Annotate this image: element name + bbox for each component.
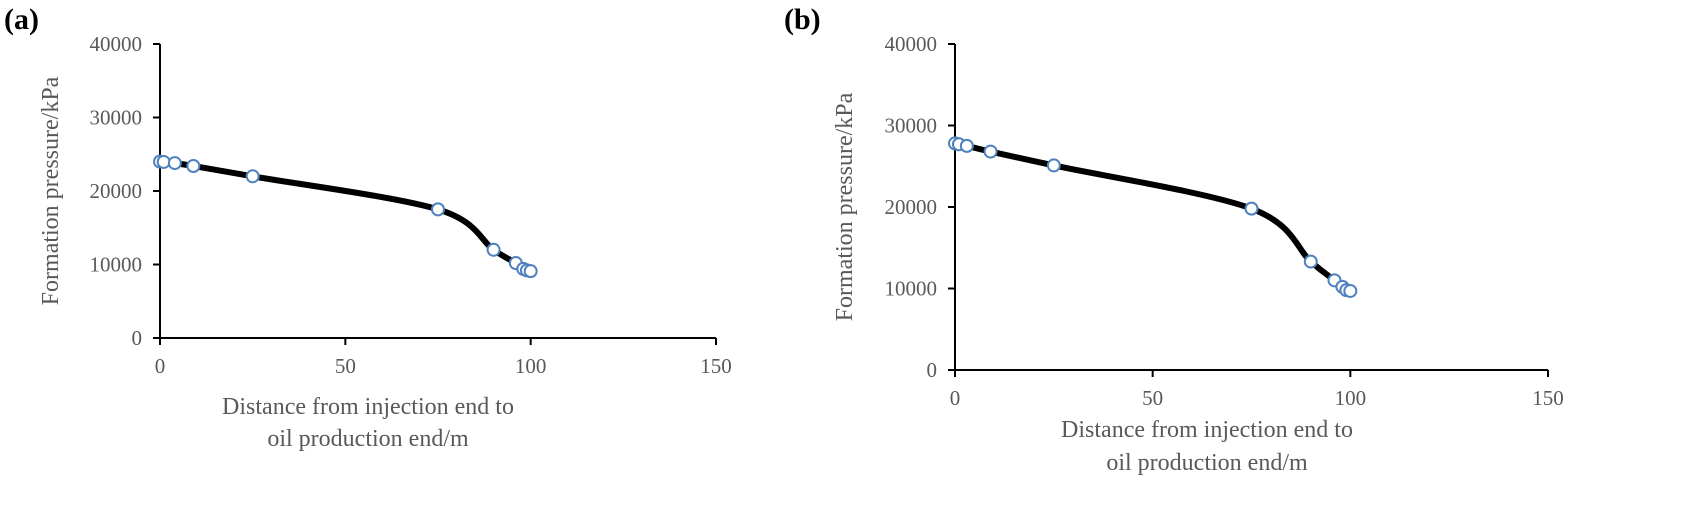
x-tick-label: 0 — [950, 386, 961, 410]
data-point — [523, 264, 538, 279]
x-axis-title-line-1: Distance from injection end to — [222, 394, 514, 420]
data-point — [186, 159, 201, 174]
y-tick-label: 40000 — [90, 32, 143, 56]
panel-label: (b) — [784, 3, 821, 36]
data-point — [1303, 254, 1318, 269]
x-tick-label: 50 — [335, 354, 356, 378]
y-tick-label: 20000 — [90, 179, 143, 203]
data-point — [486, 242, 501, 257]
y-tick-label: 10000 — [90, 253, 143, 277]
y-tick-label: 30000 — [885, 114, 938, 138]
y-axis-title: Formation pressure/kPa — [832, 92, 858, 321]
data-point — [156, 154, 171, 169]
x-tick-label: 100 — [1335, 386, 1367, 410]
x-axis-title-line-2: oil production end/m — [1106, 450, 1308, 476]
panel-label: (a) — [4, 3, 39, 36]
data-point — [1343, 283, 1358, 298]
data-point — [983, 144, 998, 159]
data-point — [1046, 158, 1061, 173]
x-tick-label: 150 — [1532, 386, 1564, 410]
data-point — [431, 202, 445, 217]
y-tick-label: 30000 — [90, 106, 143, 130]
chart-panel-b: (b) 0 10000 20000 30000 40000 0 50 100 150 Formati… — [784, 3, 1564, 476]
x-tick-label: 150 — [700, 354, 732, 378]
y-tick-label: 40000 — [885, 32, 938, 56]
data-point — [167, 156, 182, 171]
chart-panel-a: (a) 0 10000 20000 30000 40000 0 50 100 150 Formati… — [4, 3, 732, 452]
series-line — [157, 158, 534, 275]
x-tick-label: 100 — [515, 354, 547, 378]
x-axis-title-line-1: Distance from injection end to — [1061, 417, 1353, 443]
data-point — [959, 138, 974, 153]
x-tick-label: 50 — [1142, 386, 1163, 410]
data-point — [1244, 201, 1259, 216]
x-tick-label: 0 — [155, 354, 166, 378]
series-line — [952, 140, 1354, 294]
y-tick-label: 0 — [927, 358, 938, 382]
x-axis-title-line-2: oil production end/m — [267, 426, 469, 452]
y-tick-label: 10000 — [885, 277, 938, 301]
y-axis-title: Formation pressure/kPa — [38, 76, 64, 305]
y-tick-label: 0 — [132, 326, 143, 350]
data-point — [245, 169, 260, 184]
y-tick-label: 20000 — [885, 195, 938, 219]
